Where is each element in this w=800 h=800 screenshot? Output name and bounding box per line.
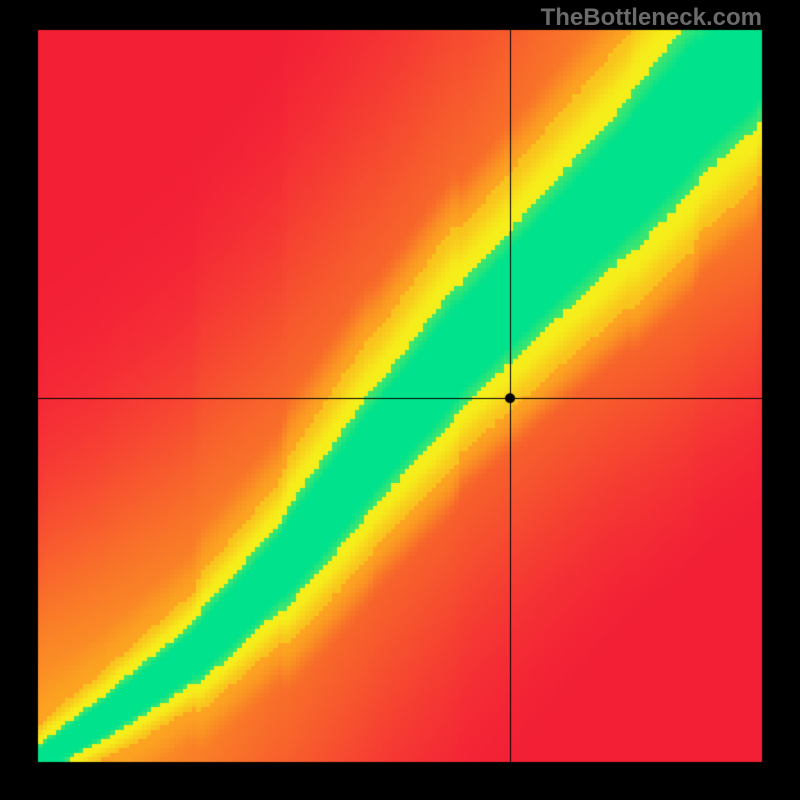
watermark-text: TheBottleneck.com (541, 4, 762, 32)
heatmap-canvas (0, 0, 800, 800)
chart-container: TheBottleneck.com (0, 0, 800, 800)
